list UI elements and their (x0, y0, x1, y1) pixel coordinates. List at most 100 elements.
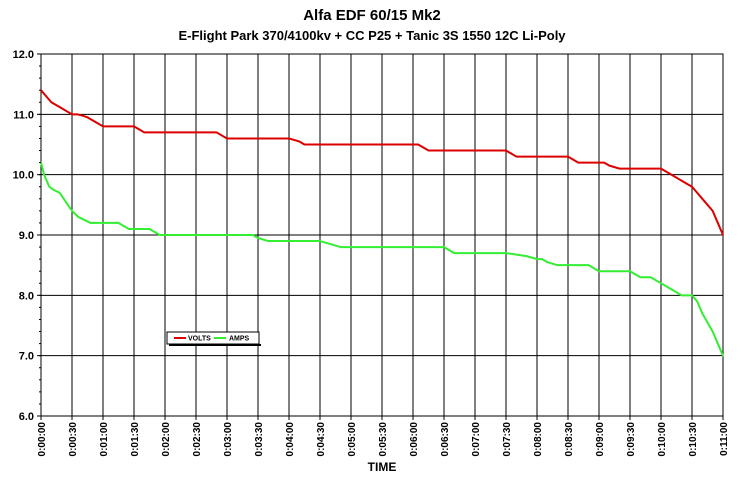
data-point-volts (50, 101, 53, 104)
data-point-amps (288, 240, 290, 242)
data-point-volts (675, 176, 678, 179)
data-point-volts (76, 113, 79, 116)
data-point-amps (381, 246, 383, 248)
data-point-amps (556, 264, 559, 267)
data-point-volts (618, 167, 621, 170)
x-tick-label: 0:02:00 (161, 422, 172, 457)
series-layer (40, 89, 724, 357)
x-tick-label: 0:00:00 (37, 422, 48, 457)
data-point-volts (319, 143, 321, 146)
chart-subtitle: E-Flight Park 370/4100kv + CC P25 + Tani… (178, 28, 566, 43)
data-point-amps (133, 228, 135, 230)
data-point-amps (649, 276, 652, 279)
data-point-volts (422, 146, 425, 149)
x-tick-label: 0:03:30 (254, 422, 265, 457)
data-point-amps (122, 225, 125, 227)
data-point-amps (567, 264, 569, 267)
x-tick-label: 0:07:30 (502, 422, 513, 457)
x-tick-label: 0:08:00 (533, 422, 544, 457)
data-point-amps (711, 330, 714, 333)
data-point-volts (133, 125, 135, 128)
data-point-amps (639, 276, 642, 279)
data-point-volts (65, 110, 68, 113)
data-point-amps (412, 246, 414, 248)
data-point-amps (587, 264, 590, 267)
x-tick-label: 0:05:00 (347, 422, 358, 457)
data-point-volts (577, 161, 580, 164)
data-point-volts (412, 143, 414, 146)
data-point-amps (634, 273, 637, 276)
data-point-volts (572, 158, 575, 161)
data-point-amps (474, 252, 476, 255)
data-point-volts (231, 137, 234, 140)
data-point-amps (701, 312, 704, 315)
data-point-volts (102, 125, 104, 128)
x-tick-label: 0:06:30 (440, 422, 451, 457)
data-point-amps (52, 188, 55, 191)
data-point-amps (660, 282, 662, 285)
data-point-volts (443, 149, 445, 152)
data-point-amps (117, 222, 120, 224)
x-tick-label: 0:06:00 (409, 422, 420, 457)
data-point-amps (164, 234, 166, 236)
data-point-volts (81, 114, 84, 117)
data-point-amps (505, 252, 507, 255)
data-point-volts (427, 149, 430, 152)
data-point-volts (680, 179, 683, 182)
x-axis-ticks: 0:00:00 0:00:30 0:01:00 0:01:30 0:02:00 0:02:… (37, 416, 730, 456)
data-point-amps (691, 294, 693, 297)
data-point-volts (195, 131, 197, 134)
data-point-volts (510, 152, 513, 155)
x-tick-label: 0:09:00 (595, 422, 606, 457)
data-point-volts (711, 209, 714, 212)
data-point-amps (453, 252, 456, 255)
series-line-amps (40, 162, 724, 357)
data-point-amps (148, 228, 151, 230)
data-point-volts (55, 104, 58, 107)
data-point-volts (71, 113, 73, 116)
x-tick-label: 0:01:30 (130, 422, 141, 457)
y-tick-label: 7.0 (19, 351, 34, 363)
data-point-amps (680, 294, 683, 297)
data-point-amps (329, 243, 332, 245)
data-point-amps (536, 258, 538, 261)
legend: VOLTS AMPS (166, 331, 261, 346)
chart-title: Alfa EDF 60/15 Mk2 (303, 7, 441, 24)
data-point-volts (138, 128, 141, 131)
data-point-amps (48, 185, 51, 188)
data-point-volts (670, 173, 673, 176)
legend-label-volts: VOLTS (188, 336, 211, 343)
x-tick-label: 0:08:30 (564, 422, 575, 457)
data-point-amps (722, 354, 724, 357)
data-point-volts (505, 149, 507, 152)
data-point-volts (515, 155, 518, 158)
y-tick-label: 10.0 (13, 170, 34, 182)
data-point-volts (706, 203, 709, 206)
data-point-volts (91, 119, 94, 122)
data-point-amps (448, 249, 451, 251)
y-tick-label: 9.0 (19, 230, 34, 242)
data-point-volts (215, 131, 218, 134)
data-point-amps (251, 234, 254, 236)
data-point-volts (474, 149, 476, 152)
data-point-volts (722, 234, 724, 236)
data-point-amps (77, 216, 80, 218)
data-point-amps (43, 173, 45, 176)
data-point-amps (696, 300, 699, 303)
data-point-volts (603, 161, 606, 164)
data-point-volts (701, 197, 704, 200)
data-point-amps (267, 240, 270, 242)
x-tick-label: 0:04:30 (316, 422, 327, 457)
data-point-volts (536, 155, 538, 158)
data-point-volts (629, 167, 631, 170)
data-point-volts (691, 185, 693, 188)
data-point-volts (45, 95, 48, 98)
data-point-volts (143, 131, 146, 134)
legend-label-amps: AMPS (229, 336, 250, 343)
data-point-amps (226, 234, 228, 236)
data-point-amps (195, 234, 197, 236)
data-point-amps (102, 222, 104, 224)
x-tick-label: 0:10:30 (688, 422, 699, 457)
x-tick-label: 0:01:00 (99, 422, 110, 457)
x-tick-label: 0:00:30 (68, 422, 79, 457)
